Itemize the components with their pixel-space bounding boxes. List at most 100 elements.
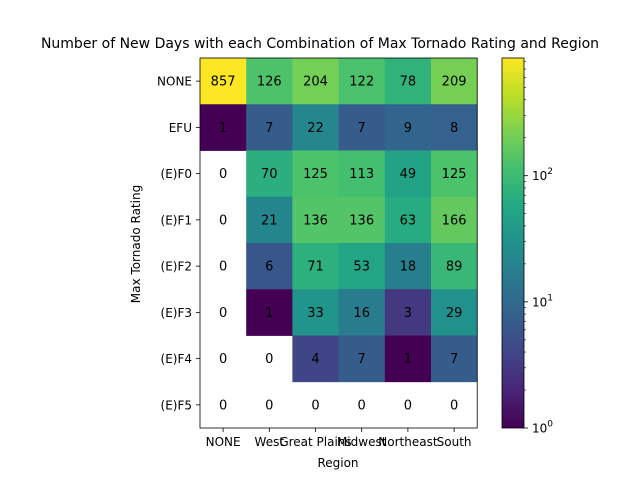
chart-title: Number of New Days with each Combination… [41,36,599,52]
heatmap-cell [384,243,432,290]
cell-value-label: 166 [442,213,467,228]
cell-value-label: 0 [450,398,458,413]
cell-value-label: 136 [349,213,374,228]
heatmap-cell [431,243,478,290]
y-tick-label: NONE [157,75,192,89]
cell-value-label: 0 [219,213,227,228]
heatmap-cell [431,196,478,244]
cell-value-label: 125 [303,167,328,182]
y-axis-label: Max Tornado Rating [129,185,143,303]
cell-value-label: 0 [265,398,273,413]
heatmap-cell [384,104,432,151]
x-tick-label: Great Plains [279,435,351,449]
heatmap-cell [338,196,386,244]
cell-value-label: 33 [307,306,324,321]
heatmap-cell [384,335,432,383]
cell-value-label: 6 [265,260,273,275]
cell-value-label: 9 [404,121,412,136]
cell-value-label: 204 [303,75,328,90]
cell-value-label: 63 [400,213,417,228]
cell-value-label: 1 [219,121,227,136]
cell-value-label: 8 [450,121,458,136]
colorbar-gradient [502,58,524,428]
cell-value-label: 89 [446,260,463,275]
heatmap-cell [292,196,339,244]
cell-value-label: 18 [400,260,417,275]
heatmap-cell [292,335,339,383]
cell-value-label: 0 [311,398,319,413]
cell-value-label: 16 [353,306,370,321]
heatmap-cell [246,289,293,336]
heatmap-cell [431,58,478,105]
heatmap-cells [200,58,478,383]
heatmap-cell [292,243,339,290]
cell-value-label: 21 [261,213,278,228]
heatmap-cell [338,150,386,198]
cell-value-label: 0 [219,167,227,182]
cell-value-label: 126 [257,75,282,90]
heatmap-cell [200,58,247,105]
y-tick-label: (E)F3 [161,306,192,320]
y-tick-label: (E)F5 [161,398,192,412]
y-axis: NONE EFU (E)F0 (E)F1 (E)F2 (E)F3 (E)F4 (E)F5 [157,75,200,412]
colorbar-tick-label: 100 [532,420,553,436]
cell-value-label: 7 [265,121,273,136]
heatmap-cell [431,104,478,151]
cell-value-label: 53 [353,260,370,275]
heatmap-cell [431,150,478,198]
heatmap-cell [200,104,247,151]
x-tick-label: West [255,435,285,449]
heatmap-cell [338,335,386,383]
cell-value-label: 209 [442,75,467,90]
heatmap-cell [246,196,293,244]
heatmap-cell [246,243,293,290]
x-axis-label: Region [317,456,358,470]
cell-value-label: 0 [219,260,227,275]
cell-value-label: 0 [219,306,227,321]
cell-value-label: 1 [404,352,412,367]
cell-value-label: 136 [303,213,328,228]
y-tick-label: (E)F0 [161,167,192,181]
cell-value-label: 857 [211,75,236,90]
y-tick-label: EFU [169,121,192,135]
heatmap-cell [431,335,478,383]
cell-value-label: 0 [404,398,412,413]
cell-value-label: 78 [400,75,417,90]
colorbar-ticks: 100 101 102 [524,61,553,436]
heatmap-cell [292,58,339,105]
heatmap-cell [431,289,478,336]
colorbar-tick-label: 101 [532,293,553,309]
cell-value-label: 71 [307,260,324,275]
colorbar-tick-label: 102 [532,167,553,183]
cell-value-label: 29 [446,306,463,321]
axes-frame [199,57,478,429]
colorbar: 100 101 102 [501,57,553,436]
cell-value-label: 122 [349,75,374,90]
cell-value-label: 70 [261,167,278,182]
cell-value-label: 4 [311,352,319,367]
y-tick-label: (E)F1 [161,213,192,227]
x-tick-label: Northeast [378,435,438,449]
heatmap-cell [246,58,293,105]
cell-value-label: 7 [450,352,458,367]
heatmap-cell [338,104,386,151]
heatmap-cell [384,150,432,198]
heatmap-cell [338,243,386,290]
cell-value-label: 125 [442,167,467,182]
cell-value-label: 113 [349,167,374,182]
cell-value-label: 22 [307,121,324,136]
heatmap-cell [292,104,339,151]
cell-value-label: 0 [219,398,227,413]
heatmap-cell [246,150,293,198]
cell-value-label: 0 [265,352,273,367]
x-tick-label: NONE [206,435,241,449]
heatmap-cell [384,289,432,336]
y-tick-label: (E)F4 [161,352,192,366]
x-tick-label: South [437,435,472,449]
y-tick-label: (E)F2 [161,260,192,274]
colorbar-frame [501,57,525,429]
heatmap-cell [338,289,386,336]
cell-value-label: 7 [358,121,366,136]
